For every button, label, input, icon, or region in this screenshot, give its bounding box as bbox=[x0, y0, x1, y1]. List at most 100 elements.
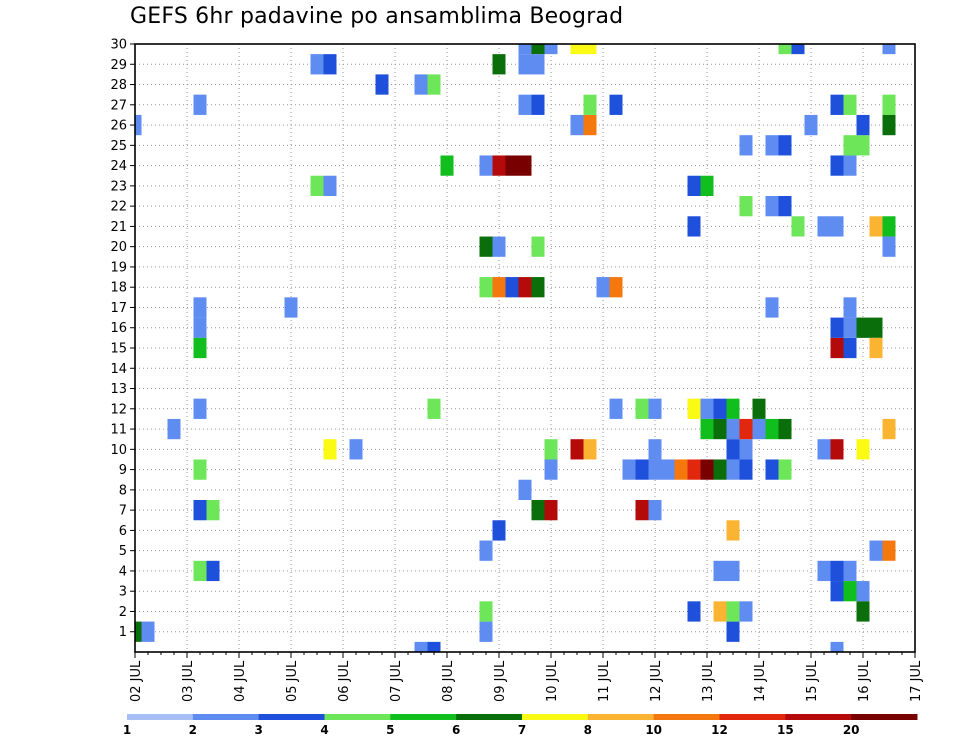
heatmap-cell bbox=[518, 54, 532, 75]
y-axis: 1234567891011121314151617181920212223242… bbox=[110, 38, 135, 640]
heatmap-cell bbox=[752, 398, 766, 419]
heatmap-cell bbox=[765, 418, 779, 440]
y-tick-label: 21 bbox=[110, 220, 127, 235]
y-tick-label: 23 bbox=[110, 179, 127, 194]
heatmap-cell bbox=[778, 135, 792, 156]
heatmap-cell bbox=[856, 135, 870, 156]
heatmap-cell bbox=[882, 216, 896, 237]
heatmap-cell bbox=[830, 641, 844, 652]
legend-swatch bbox=[127, 714, 194, 720]
legend-label: 5 bbox=[386, 723, 394, 737]
heatmap-cell bbox=[739, 418, 753, 440]
heatmap-cell bbox=[700, 459, 714, 480]
heatmap-cell bbox=[713, 398, 727, 419]
heatmap-cell bbox=[713, 601, 727, 622]
x-tick-label: 04 JUL bbox=[233, 660, 248, 702]
heatmap-cell bbox=[427, 74, 441, 95]
heatmap-cell bbox=[609, 277, 623, 298]
heatmap-cell bbox=[765, 135, 779, 156]
heatmap-cell bbox=[518, 479, 532, 500]
heatmap-cell bbox=[830, 317, 844, 338]
y-tick-label: 19 bbox=[110, 260, 127, 275]
heatmap-cell bbox=[427, 398, 441, 419]
heatmap-cell bbox=[544, 500, 558, 521]
legend-swatch bbox=[390, 714, 457, 720]
heatmap-cell bbox=[687, 175, 701, 196]
y-tick-label: 2 bbox=[119, 605, 127, 620]
heatmap-cell bbox=[479, 236, 493, 257]
heatmap-cell bbox=[830, 439, 844, 460]
heatmap-cell bbox=[804, 114, 818, 136]
heatmap-cell bbox=[778, 418, 792, 440]
heatmap-cell bbox=[882, 540, 896, 561]
y-tick-label: 7 bbox=[119, 504, 127, 519]
heatmap-cell bbox=[843, 317, 857, 338]
heatmap-cell bbox=[791, 44, 805, 55]
heatmap-cell bbox=[135, 114, 142, 136]
y-tick-label: 11 bbox=[110, 423, 127, 438]
heatmap-cell bbox=[830, 216, 844, 237]
heatmap-cell bbox=[531, 500, 545, 521]
heatmap-cell bbox=[596, 277, 610, 298]
y-tick-label: 25 bbox=[110, 139, 127, 154]
x-tick-label: 10 JUL bbox=[545, 660, 560, 702]
legend-label: 10 bbox=[645, 723, 662, 737]
heatmap-cell bbox=[843, 337, 857, 359]
heatmap-cell bbox=[700, 418, 714, 440]
heatmap-cell bbox=[570, 439, 584, 460]
heatmap-cell bbox=[518, 44, 532, 55]
heatmap-cell bbox=[531, 277, 545, 298]
legend-label: 3 bbox=[254, 723, 262, 737]
heatmap-cell bbox=[323, 175, 337, 196]
y-tick-label: 3 bbox=[119, 585, 127, 600]
y-tick-label: 14 bbox=[110, 362, 127, 377]
y-tick-label: 26 bbox=[110, 119, 127, 134]
y-tick-label: 4 bbox=[119, 564, 127, 579]
x-tick-label: 12 JUL bbox=[649, 660, 664, 702]
heatmap-cell bbox=[687, 459, 701, 480]
x-tick-label: 11 JUL bbox=[597, 660, 612, 702]
heatmap-cell bbox=[843, 581, 857, 602]
heatmap-cell bbox=[765, 297, 779, 318]
heatmap-cell bbox=[882, 236, 896, 257]
legend-swatch bbox=[587, 714, 655, 720]
heatmap-cell bbox=[739, 459, 753, 480]
x-tick-label: 15 JUL bbox=[805, 660, 820, 702]
heatmap-cell bbox=[778, 459, 792, 480]
heatmap-cell bbox=[856, 581, 870, 602]
y-tick-label: 12 bbox=[110, 402, 127, 417]
heatmap-cell bbox=[492, 236, 506, 257]
heatmap-cell bbox=[765, 196, 779, 217]
heatmap-cell bbox=[323, 439, 337, 460]
heatmap-cell bbox=[323, 54, 337, 75]
heatmap-cell bbox=[830, 581, 844, 602]
heatmap-cell bbox=[310, 175, 324, 196]
y-tick-label: 29 bbox=[110, 58, 127, 73]
heatmap-cell bbox=[518, 94, 532, 115]
heatmap-cell bbox=[739, 196, 753, 217]
heatmap-cell bbox=[206, 500, 220, 521]
heatmap-cell bbox=[882, 418, 896, 440]
heatmap-cell bbox=[726, 439, 740, 460]
legend-label: 8 bbox=[584, 723, 592, 737]
x-tick-label: 14 JUL bbox=[753, 660, 768, 702]
heatmap-cell bbox=[830, 94, 844, 115]
heatmap-cell bbox=[648, 439, 662, 460]
legend-label: 15 bbox=[777, 723, 794, 737]
y-tick-label: 27 bbox=[110, 98, 127, 113]
heatmap-cell bbox=[726, 560, 740, 582]
legend-label: 20 bbox=[843, 723, 860, 737]
heatmap-cell bbox=[830, 337, 844, 359]
heatmap-cell bbox=[713, 560, 727, 582]
heatmap-cell bbox=[544, 44, 558, 55]
heatmap-cell bbox=[843, 560, 857, 582]
heatmap-cell bbox=[856, 439, 870, 460]
heatmap-cell bbox=[648, 398, 662, 419]
y-tick-label: 16 bbox=[110, 321, 127, 336]
heatmap-cell bbox=[648, 459, 662, 480]
x-axis: 02 JUL 03 JUL 04 JUL 05 JUL 06 JUL 07 JUL 08 J… bbox=[129, 652, 924, 702]
heatmap-cells bbox=[135, 44, 896, 652]
heatmap-cell bbox=[739, 135, 753, 156]
heatmap-cell bbox=[609, 398, 623, 419]
heatmap-cell bbox=[583, 44, 597, 55]
